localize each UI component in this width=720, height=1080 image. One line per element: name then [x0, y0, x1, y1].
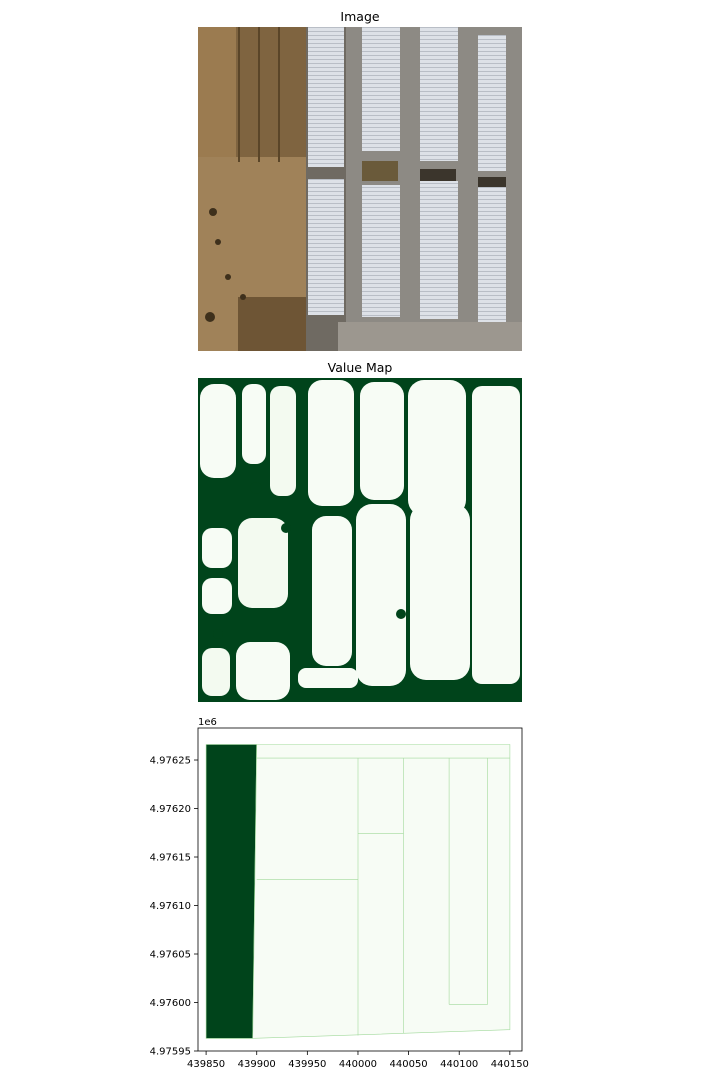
y-tick-label: 4.97595	[150, 1047, 191, 1058]
boundary-layer	[256, 757, 510, 1036]
y-offset-label: 1e6	[198, 717, 217, 728]
x-axis: 439850 439900 439950 440000 440050 440100 4401…	[187, 1051, 529, 1070]
y-axis: 4.97595 4.97600 4.97605 4.97610 4.97615 4.976…	[150, 756, 198, 1058]
y-tick-label: 4.97600	[150, 998, 191, 1009]
polygon-light-1	[252, 744, 511, 1039]
y-tick-label: 4.97625	[150, 756, 191, 767]
x-tick-label: 439950	[288, 1059, 326, 1070]
x-tick-label: 440150	[491, 1059, 529, 1070]
image-panel-title: Image	[340, 9, 380, 24]
y-tick-label: 4.97610	[150, 901, 191, 912]
value-map-graphic	[198, 378, 522, 702]
y-tick-label: 4.97620	[150, 804, 191, 815]
value-map	[198, 378, 522, 702]
x-tick-label: 439850	[187, 1059, 225, 1070]
plot-frame	[197, 727, 523, 1052]
x-tick-label: 440000	[339, 1059, 377, 1070]
polygon-layer	[205, 744, 511, 1039]
x-tick-label: 439900	[238, 1059, 276, 1070]
y-tick-label: 4.97605	[150, 950, 191, 961]
y-tick-label: 4.97615	[150, 853, 191, 864]
polygon-plot: 1e6 439850 439900 439950 440000 440050 440100…	[150, 717, 529, 1070]
polygon-dark-0	[205, 744, 258, 1039]
aerial-image-graphic	[198, 27, 522, 351]
aerial-image	[198, 27, 522, 351]
x-tick-label: 440100	[440, 1059, 478, 1070]
x-tick-label: 440050	[390, 1059, 428, 1070]
value-map-title: Value Map	[327, 360, 393, 375]
